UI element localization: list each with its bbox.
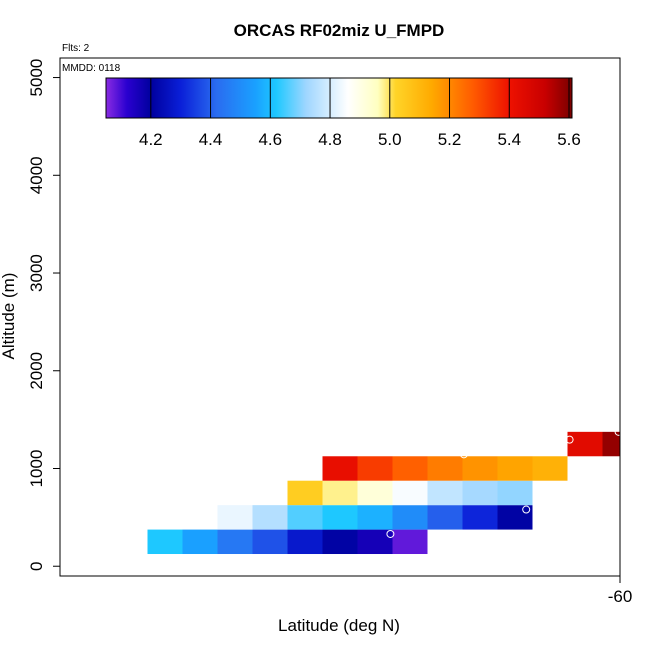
colorbar-tick-label: 5.4 bbox=[497, 130, 521, 149]
chart-title: ORCAS RF02miz U_FMPD bbox=[234, 21, 445, 40]
flights-annotation: Flts: 2 bbox=[62, 43, 90, 54]
heatmap-cell bbox=[322, 480, 358, 506]
heatmap-cell bbox=[462, 480, 498, 506]
heatmap-cell bbox=[357, 456, 393, 481]
heatmap-cell bbox=[602, 431, 620, 457]
y-tick-label: 0 bbox=[27, 561, 46, 570]
flight-point bbox=[614, 427, 623, 436]
heatmap-cell bbox=[567, 431, 603, 457]
flight-points bbox=[150, 427, 623, 538]
heatmap-cell bbox=[217, 505, 253, 530]
heatmap-cell bbox=[252, 529, 288, 555]
heatmap-cell bbox=[322, 456, 358, 481]
heatmap-cell bbox=[427, 505, 463, 530]
heatmap-cell bbox=[462, 456, 498, 481]
heatmap-cell bbox=[497, 505, 533, 530]
x-axis-label: Latitude (deg N) bbox=[278, 616, 400, 635]
heatmap-cell bbox=[287, 529, 323, 555]
heatmap-cell bbox=[182, 529, 218, 555]
y-tick-label: 2000 bbox=[27, 352, 46, 390]
heatmap-cell bbox=[322, 505, 358, 530]
heatmap-cell bbox=[427, 480, 463, 506]
y-axis: 0 1000 2000 3000 4000 5000 bbox=[27, 59, 60, 571]
colorbar-tick-label: 4.8 bbox=[318, 130, 342, 149]
y-tick-label: 1000 bbox=[27, 450, 46, 488]
heatmap-cell bbox=[217, 529, 253, 555]
y-tick-label: 4000 bbox=[27, 156, 46, 194]
plot-frame bbox=[59, 57, 621, 577]
heatmap-cell bbox=[497, 456, 533, 481]
heatmap-cell bbox=[497, 480, 533, 506]
heatmap-cell bbox=[252, 505, 288, 530]
heatmap-cell bbox=[427, 456, 463, 481]
heatmap-cell bbox=[357, 505, 393, 530]
y-axis-label: Altitude (m) bbox=[0, 273, 18, 360]
colorbar: 4.2 4.4 4.6 4.8 5.0 5.2 5.4 5.6 bbox=[105, 77, 581, 149]
heatmap-cell bbox=[392, 529, 428, 555]
heatmap-cell bbox=[322, 529, 358, 555]
colorbar-tick-label: 5.0 bbox=[378, 130, 402, 149]
flight-point bbox=[150, 518, 159, 527]
heatmap-cells bbox=[147, 431, 620, 555]
heatmap-cell bbox=[532, 456, 568, 481]
heatmap-cell bbox=[392, 480, 428, 506]
y-tick-label: 3000 bbox=[27, 254, 46, 292]
colorbar-tick-label: 4.2 bbox=[139, 130, 163, 149]
heatmap-cell bbox=[392, 505, 428, 530]
flight-point bbox=[565, 435, 574, 444]
colorbar-tick-label: 4.6 bbox=[258, 130, 282, 149]
heatmap-cell bbox=[462, 505, 498, 530]
flight-point bbox=[522, 505, 531, 514]
heatmap-cell bbox=[357, 480, 393, 506]
heatmap-cell bbox=[147, 529, 183, 555]
flight-point bbox=[459, 450, 468, 459]
colorbar-bar bbox=[105, 77, 573, 119]
flight-point bbox=[386, 529, 395, 538]
colorbar-tick-label: 5.6 bbox=[557, 130, 581, 149]
heatmap-cell bbox=[287, 480, 323, 506]
x-axis: -60 bbox=[608, 576, 633, 606]
x-tick-label: -60 bbox=[608, 587, 633, 606]
colorbar-tick-label: 4.4 bbox=[199, 130, 223, 149]
y-tick-label: 5000 bbox=[27, 59, 46, 97]
colorbar-tick-label: 5.2 bbox=[438, 130, 462, 149]
flight-point bbox=[324, 443, 333, 452]
heatmap-cell bbox=[392, 456, 428, 481]
heatmap-cell bbox=[287, 505, 323, 530]
date-annotation: MMDD: 0118 bbox=[62, 63, 121, 74]
